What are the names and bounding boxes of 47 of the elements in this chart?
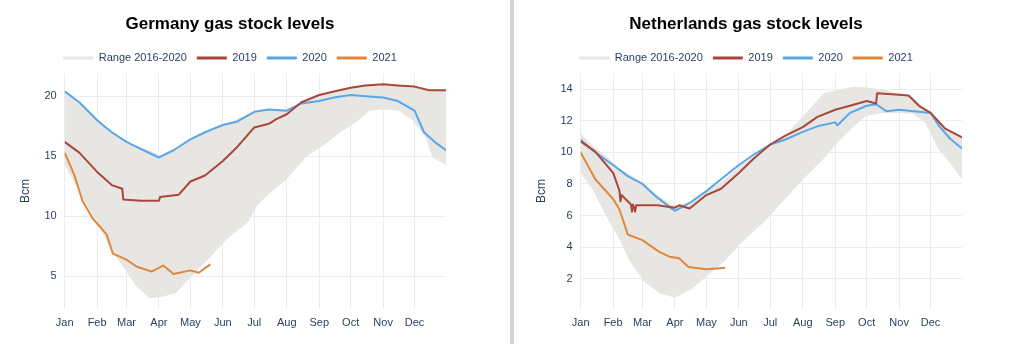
y-tick-label: 14 (560, 82, 573, 95)
x-tick-label: Nov (373, 316, 394, 329)
legend-label: Range 2016-2020 (98, 50, 187, 63)
x-tick-label: Sep (825, 316, 846, 329)
x-tick-label: Jan (571, 316, 590, 329)
x-tick-label: Jun (213, 316, 232, 329)
x-tick-label: Mar (116, 316, 137, 329)
chart-title: Germany gas stock levels (125, 13, 335, 33)
chart-title: Netherlands gas stock levels (629, 13, 863, 33)
x-tick-label: Jul (763, 316, 778, 329)
x-tick-label: May (695, 316, 718, 329)
y-axis-title: Bcm (17, 179, 32, 204)
x-tick-label: Feb (603, 316, 623, 329)
y-axis-title: Bcm (533, 179, 548, 204)
x-tick-label: Nov (889, 316, 910, 329)
legend-label: 2021 (888, 50, 913, 63)
x-tick-label: Oct (858, 316, 876, 329)
x-tick-label: Oct (342, 316, 360, 329)
legend-label: 2019 (232, 50, 257, 63)
legend-label: 2020 (302, 50, 327, 63)
x-tick-label: Dec (920, 316, 941, 329)
x-tick-label: Jan (55, 316, 74, 329)
x-tick-label: Jun (729, 316, 748, 329)
x-tick-label: Jul (247, 316, 262, 329)
y-tick-label: 12 (560, 113, 573, 126)
y-tick-label: 10 (560, 145, 573, 158)
y-tick-label: 4 (566, 240, 573, 253)
x-tick-label: Aug (276, 316, 297, 329)
y-tick-label: 15 (44, 149, 57, 162)
y-tick-label: 20 (44, 89, 57, 102)
x-tick-label: Apr (666, 316, 684, 329)
y-tick-label: 5 (50, 269, 57, 282)
x-tick-label: Mar (632, 316, 653, 329)
legend-label: Range 2016-2020 (614, 50, 703, 63)
y-tick-label: 2 (566, 271, 573, 284)
x-tick-label: Dec (404, 316, 425, 329)
x-tick-label: Aug (792, 316, 813, 329)
y-tick-label: 6 (566, 208, 573, 221)
legend-label: 2019 (748, 50, 773, 63)
y-tick-label: 10 (44, 209, 57, 222)
legend-label: 2020 (818, 50, 843, 63)
x-tick-label: Feb (87, 316, 107, 329)
y-tick-label: 8 (566, 177, 573, 190)
x-tick-label: Sep (309, 316, 330, 329)
x-tick-label: May (179, 316, 202, 329)
x-tick-label: Apr (150, 316, 168, 329)
legend-label: 2021 (372, 50, 397, 63)
